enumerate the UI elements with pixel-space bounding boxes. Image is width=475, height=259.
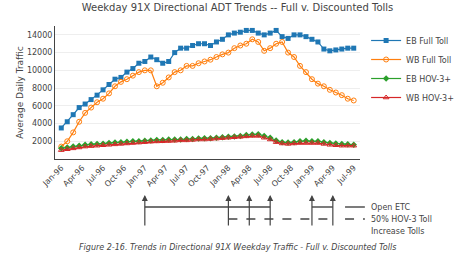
svg-text:Apr-99: Apr-99	[312, 163, 337, 188]
svg-text:Increase Tolls: Increase Tolls	[371, 227, 424, 236]
svg-text:Figure 2-16. Trends in Directi: Figure 2-16. Trends in Directional 91X W…	[79, 243, 396, 252]
svg-text:2000: 2000	[32, 137, 52, 146]
svg-text:Jan-97: Jan-97	[124, 163, 149, 188]
svg-text:Oct-98: Oct-98	[270, 163, 295, 188]
svg-text:Apr-97: Apr-97	[145, 163, 170, 188]
svg-text:EB HOV-3+: EB HOV-3+	[406, 75, 451, 84]
svg-text:Oct-96: Oct-96	[103, 163, 128, 188]
svg-text:Jul-97: Jul-97	[168, 163, 191, 186]
svg-text:WB Full Toll: WB Full Toll	[406, 56, 451, 65]
svg-text:EB Full Toll: EB Full Toll	[406, 37, 448, 46]
svg-text:50% HOV-3 Toll: 50% HOV-3 Toll	[371, 215, 432, 224]
svg-text:12000: 12000	[27, 48, 52, 57]
svg-text:Jul-99: Jul-99	[335, 163, 358, 186]
svg-text:Jul-98: Jul-98	[251, 163, 274, 186]
svg-text:WB HOV-3+: WB HOV-3+	[406, 94, 454, 103]
svg-text:10000: 10000	[27, 66, 52, 75]
svg-text:Jul-96: Jul-96	[84, 163, 107, 186]
svg-text:Open ETC: Open ETC	[371, 203, 410, 212]
svg-text:4000: 4000	[32, 119, 52, 128]
svg-text:Jan-99: Jan-99	[291, 163, 316, 188]
svg-text:Oct-97: Oct-97	[186, 163, 211, 188]
svg-text:Apr-96: Apr-96	[61, 163, 86, 188]
svg-text:Weekday 91X Directional ADT Tr: Weekday 91X Directional ADT Trends -- Fu…	[82, 2, 394, 13]
svg-text:8000: 8000	[32, 84, 52, 93]
svg-text:Jan-96: Jan-96	[40, 163, 65, 188]
svg-text:Apr-98: Apr-98	[228, 163, 253, 188]
svg-text:Average Daily Traffic: Average Daily Traffic	[15, 46, 25, 139]
svg-text:Jan-98: Jan-98	[208, 163, 233, 188]
svg-text:6000: 6000	[32, 102, 52, 111]
svg-text:14000: 14000	[27, 31, 52, 40]
